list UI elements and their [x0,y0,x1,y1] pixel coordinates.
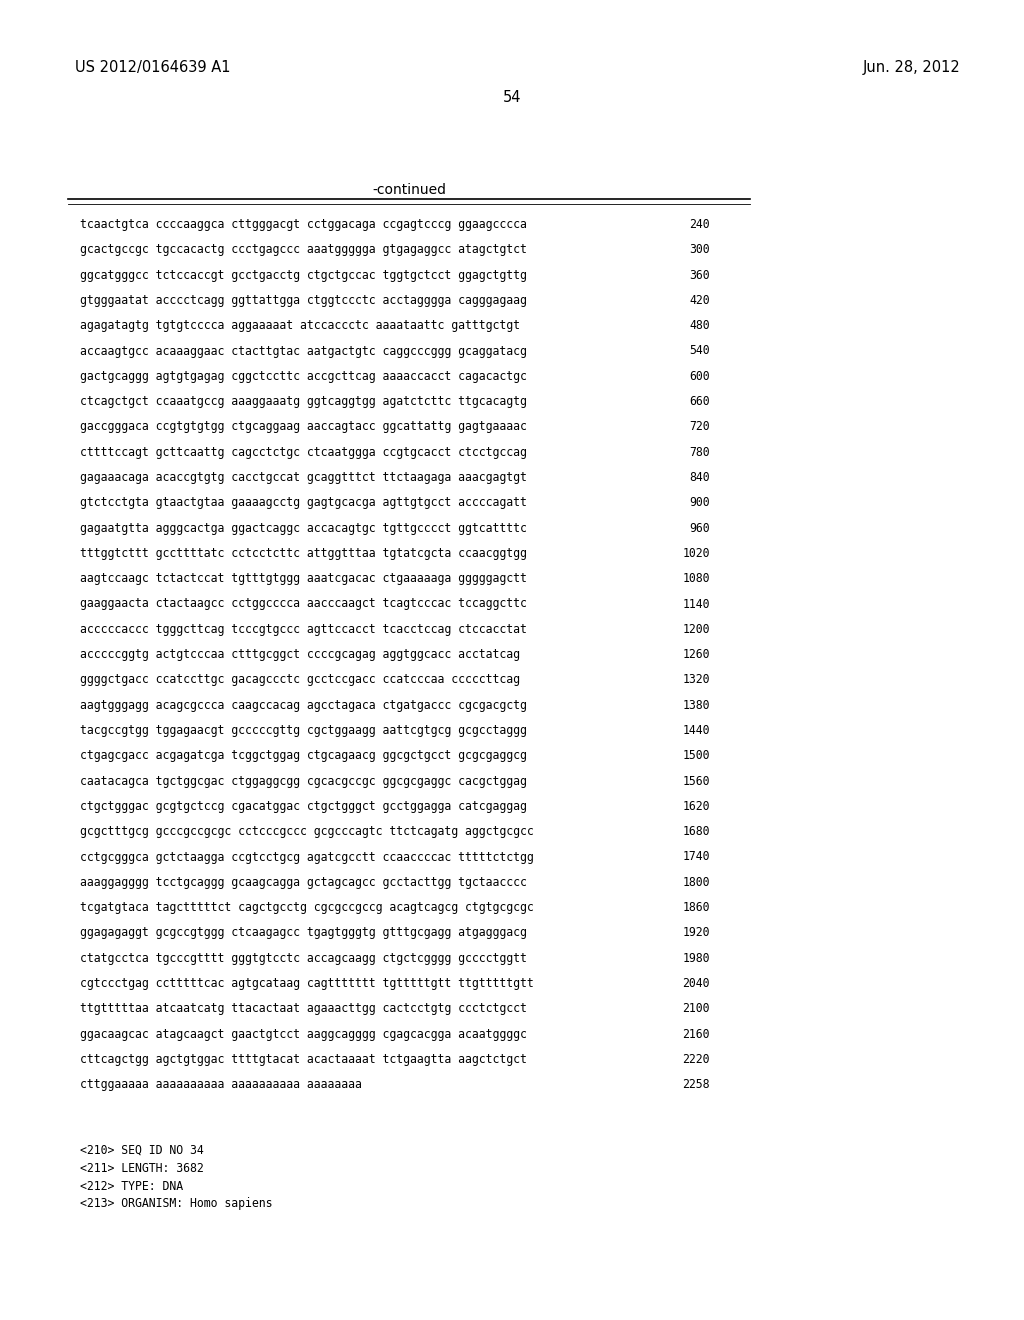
Text: 1380: 1380 [683,698,710,711]
Text: <213> ORGANISM: Homo sapiens: <213> ORGANISM: Homo sapiens [80,1197,272,1210]
Text: acccccaccc tgggcttcag tcccgtgccc agttccacct tcacctccag ctccacctat: acccccaccc tgggcttcag tcccgtgccc agttcca… [80,623,527,636]
Text: 360: 360 [689,268,710,281]
Text: 600: 600 [689,370,710,383]
Text: accaagtgcc acaaaggaac ctacttgtac aatgactgtc caggcccggg gcaggatacg: accaagtgcc acaaaggaac ctacttgtac aatgact… [80,345,527,358]
Text: gtctcctgta gtaactgtaa gaaaagcctg gagtgcacga agttgtgcct accccagatt: gtctcctgta gtaactgtaa gaaaagcctg gagtgca… [80,496,527,510]
Text: 1920: 1920 [683,927,710,940]
Text: <211> LENGTH: 3682: <211> LENGTH: 3682 [80,1162,204,1175]
Text: ggcatgggcc tctccaccgt gcctgacctg ctgctgccac tggtgctcct ggagctgttg: ggcatgggcc tctccaccgt gcctgacctg ctgctgc… [80,268,527,281]
Text: ggacaagcac atagcaagct gaactgtcct aaggcagggg cgagcacgga acaatggggc: ggacaagcac atagcaagct gaactgtcct aaggcag… [80,1027,527,1040]
Text: 480: 480 [689,319,710,333]
Text: cttggaaaaa aaaaaaaaaa aaaaaaaaaa aaaaaaaa: cttggaaaaa aaaaaaaaaa aaaaaaaaaa aaaaaaa… [80,1078,361,1092]
Text: 2100: 2100 [683,1002,710,1015]
Text: 1620: 1620 [683,800,710,813]
Text: gcgctttgcg gcccgccgcgc cctcccgccc gcgcccagtc ttctcagatg aggctgcgcc: gcgctttgcg gcccgccgcgc cctcccgccc gcgccc… [80,825,534,838]
Text: 1500: 1500 [683,750,710,763]
Text: US 2012/0164639 A1: US 2012/0164639 A1 [75,59,230,75]
Text: cttttccagt gcttcaattg cagcctctgc ctcaatggga ccgtgcacct ctcctgccag: cttttccagt gcttcaattg cagcctctgc ctcaatg… [80,446,527,459]
Text: 1680: 1680 [683,825,710,838]
Text: Jun. 28, 2012: Jun. 28, 2012 [862,59,961,75]
Text: 1800: 1800 [683,875,710,888]
Text: 1260: 1260 [683,648,710,661]
Text: <212> TYPE: DNA: <212> TYPE: DNA [80,1180,183,1192]
Text: tcgatgtaca tagctttttct cagctgcctg cgcgccgccg acagtcagcg ctgtgcgcgc: tcgatgtaca tagctttttct cagctgcctg cgcgcc… [80,902,534,913]
Text: tcaactgtca ccccaaggca cttgggacgt cctggacaga ccgagtcccg ggaagcccca: tcaactgtca ccccaaggca cttgggacgt cctggac… [80,218,527,231]
Text: 840: 840 [689,471,710,484]
Text: 660: 660 [689,395,710,408]
Text: 1080: 1080 [683,572,710,585]
Text: gcactgccgc tgccacactg ccctgagccc aaatggggga gtgagaggcc atagctgtct: gcactgccgc tgccacactg ccctgagccc aaatggg… [80,243,527,256]
Text: tacgccgtgg tggagaacgt gcccccgttg cgctggaagg aattcgtgcg gcgcctaggg: tacgccgtgg tggagaacgt gcccccgttg cgctgga… [80,723,527,737]
Text: 1020: 1020 [683,546,710,560]
Text: 540: 540 [689,345,710,358]
Text: gagaaacaga acaccgtgtg cacctgccat gcaggtttct ttctaagaga aaacgagtgt: gagaaacaga acaccgtgtg cacctgccat gcaggtt… [80,471,527,484]
Text: cctgcgggca gctctaagga ccgtcctgcg agatcgcctt ccaaccccac tttttctctgg: cctgcgggca gctctaagga ccgtcctgcg agatcgc… [80,850,534,863]
Text: <210> SEQ ID NO 34: <210> SEQ ID NO 34 [80,1143,204,1156]
Text: ttgtttttaa atcaatcatg ttacactaat agaaacttgg cactcctgtg ccctctgcct: ttgtttttaa atcaatcatg ttacactaat agaaact… [80,1002,527,1015]
Text: 1140: 1140 [683,598,710,610]
Text: 2160: 2160 [683,1027,710,1040]
Text: ctcagctgct ccaaatgccg aaaggaaatg ggtcaggtgg agatctcttc ttgcacagtg: ctcagctgct ccaaatgccg aaaggaaatg ggtcagg… [80,395,527,408]
Text: ggggctgacc ccatccttgc gacagccctc gcctccgacc ccatcccaa cccccttcag: ggggctgacc ccatccttgc gacagccctc gcctccg… [80,673,520,686]
Text: cgtccctgag cctttttcac agtgcataag cagttttttt tgtttttgtt ttgtttttgtt: cgtccctgag cctttttcac agtgcataag cagtttt… [80,977,534,990]
Text: acccccggtg actgtcccaa ctttgcggct ccccgcagag aggtggcacc acctatcag: acccccggtg actgtcccaa ctttgcggct ccccgca… [80,648,520,661]
Text: gactgcaggg agtgtgagag cggctccttc accgcttcag aaaaccacct cagacactgc: gactgcaggg agtgtgagag cggctccttc accgctt… [80,370,527,383]
Text: 1200: 1200 [683,623,710,636]
Text: 720: 720 [689,420,710,433]
Text: 300: 300 [689,243,710,256]
Text: 1320: 1320 [683,673,710,686]
Text: ggagagaggt gcgccgtggg ctcaagagcc tgagtgggtg gtttgcgagg atgagggacg: ggagagaggt gcgccgtggg ctcaagagcc tgagtgg… [80,927,527,940]
Text: 960: 960 [689,521,710,535]
Text: ctatgcctca tgcccgtttt gggtgtcctc accagcaagg ctgctcgggg gcccctggtt: ctatgcctca tgcccgtttt gggtgtcctc accagca… [80,952,527,965]
Text: caatacagca tgctggcgac ctggaggcgg cgcacgccgc ggcgcgaggc cacgctggag: caatacagca tgctggcgac ctggaggcgg cgcacgc… [80,775,527,788]
Text: tttggtcttt gccttttatc cctcctcttc attggtttaa tgtatcgcta ccaacggtgg: tttggtcttt gccttttatc cctcctcttc attggtt… [80,546,527,560]
Text: gagaatgtta agggcactga ggactcaggc accacagtgc tgttgcccct ggtcattttc: gagaatgtta agggcactga ggactcaggc accacag… [80,521,527,535]
Text: gaccgggaca ccgtgtgtgg ctgcaggaag aaccagtacc ggcattattg gagtgaaaac: gaccgggaca ccgtgtgtgg ctgcaggaag aaccagt… [80,420,527,433]
Text: gaaggaacta ctactaagcc cctggcccca aacccaagct tcagtcccac tccaggcttc: gaaggaacta ctactaagcc cctggcccca aacccaa… [80,598,527,610]
Text: 1740: 1740 [683,850,710,863]
Text: 2040: 2040 [683,977,710,990]
Text: gtgggaatat acccctcagg ggttattgga ctggtccctc acctagggga cagggagaag: gtgggaatat acccctcagg ggttattgga ctggtcc… [80,294,527,308]
Text: aagtgggagg acagcgccca caagccacag agcctagaca ctgatgaccc cgcgacgctg: aagtgggagg acagcgccca caagccacag agcctag… [80,698,527,711]
Text: 2258: 2258 [683,1078,710,1092]
Text: aaaggagggg tcctgcaggg gcaagcagga gctagcagcc gcctacttgg tgctaacccc: aaaggagggg tcctgcaggg gcaagcagga gctagca… [80,875,527,888]
Text: 420: 420 [689,294,710,308]
Text: 2220: 2220 [683,1053,710,1067]
Text: cttcagctgg agctgtggac ttttgtacat acactaaaat tctgaagtta aagctctgct: cttcagctgg agctgtggac ttttgtacat acactaa… [80,1053,527,1067]
Text: 1560: 1560 [683,775,710,788]
Text: agagatagtg tgtgtcccca aggaaaaat atccaccctc aaaataattc gatttgctgt: agagatagtg tgtgtcccca aggaaaaat atccaccc… [80,319,520,333]
Text: 1860: 1860 [683,902,710,913]
Text: -continued: -continued [372,183,446,197]
Text: ctgctgggac gcgtgctccg cgacatggac ctgctgggct gcctggagga catcgaggag: ctgctgggac gcgtgctccg cgacatggac ctgctgg… [80,800,527,813]
Text: aagtccaagc tctactccat tgtttgtggg aaatcgacac ctgaaaaaga gggggagctt: aagtccaagc tctactccat tgtttgtggg aaatcga… [80,572,527,585]
Text: 900: 900 [689,496,710,510]
Text: 780: 780 [689,446,710,459]
Text: 1440: 1440 [683,723,710,737]
Text: 240: 240 [689,218,710,231]
Text: 1980: 1980 [683,952,710,965]
Text: ctgagcgacc acgagatcga tcggctggag ctgcagaacg ggcgctgcct gcgcgaggcg: ctgagcgacc acgagatcga tcggctggag ctgcaga… [80,750,527,763]
Text: 54: 54 [503,90,521,106]
